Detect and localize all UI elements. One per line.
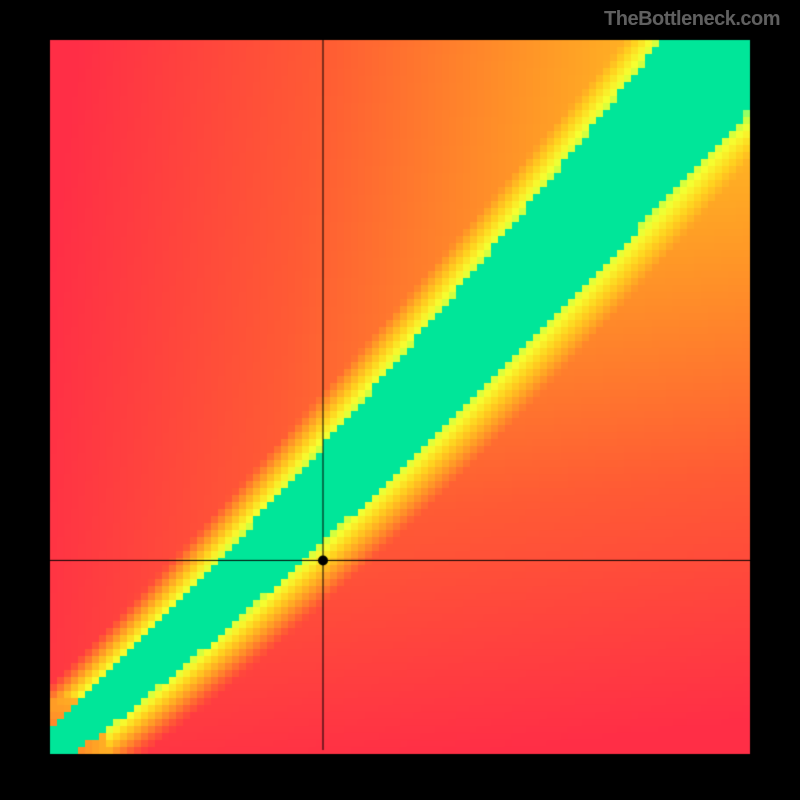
chart-container: TheBottleneck.com <box>0 0 800 800</box>
bottleneck-heatmap <box>0 0 800 800</box>
watermark-text: TheBottleneck.com <box>604 8 780 31</box>
